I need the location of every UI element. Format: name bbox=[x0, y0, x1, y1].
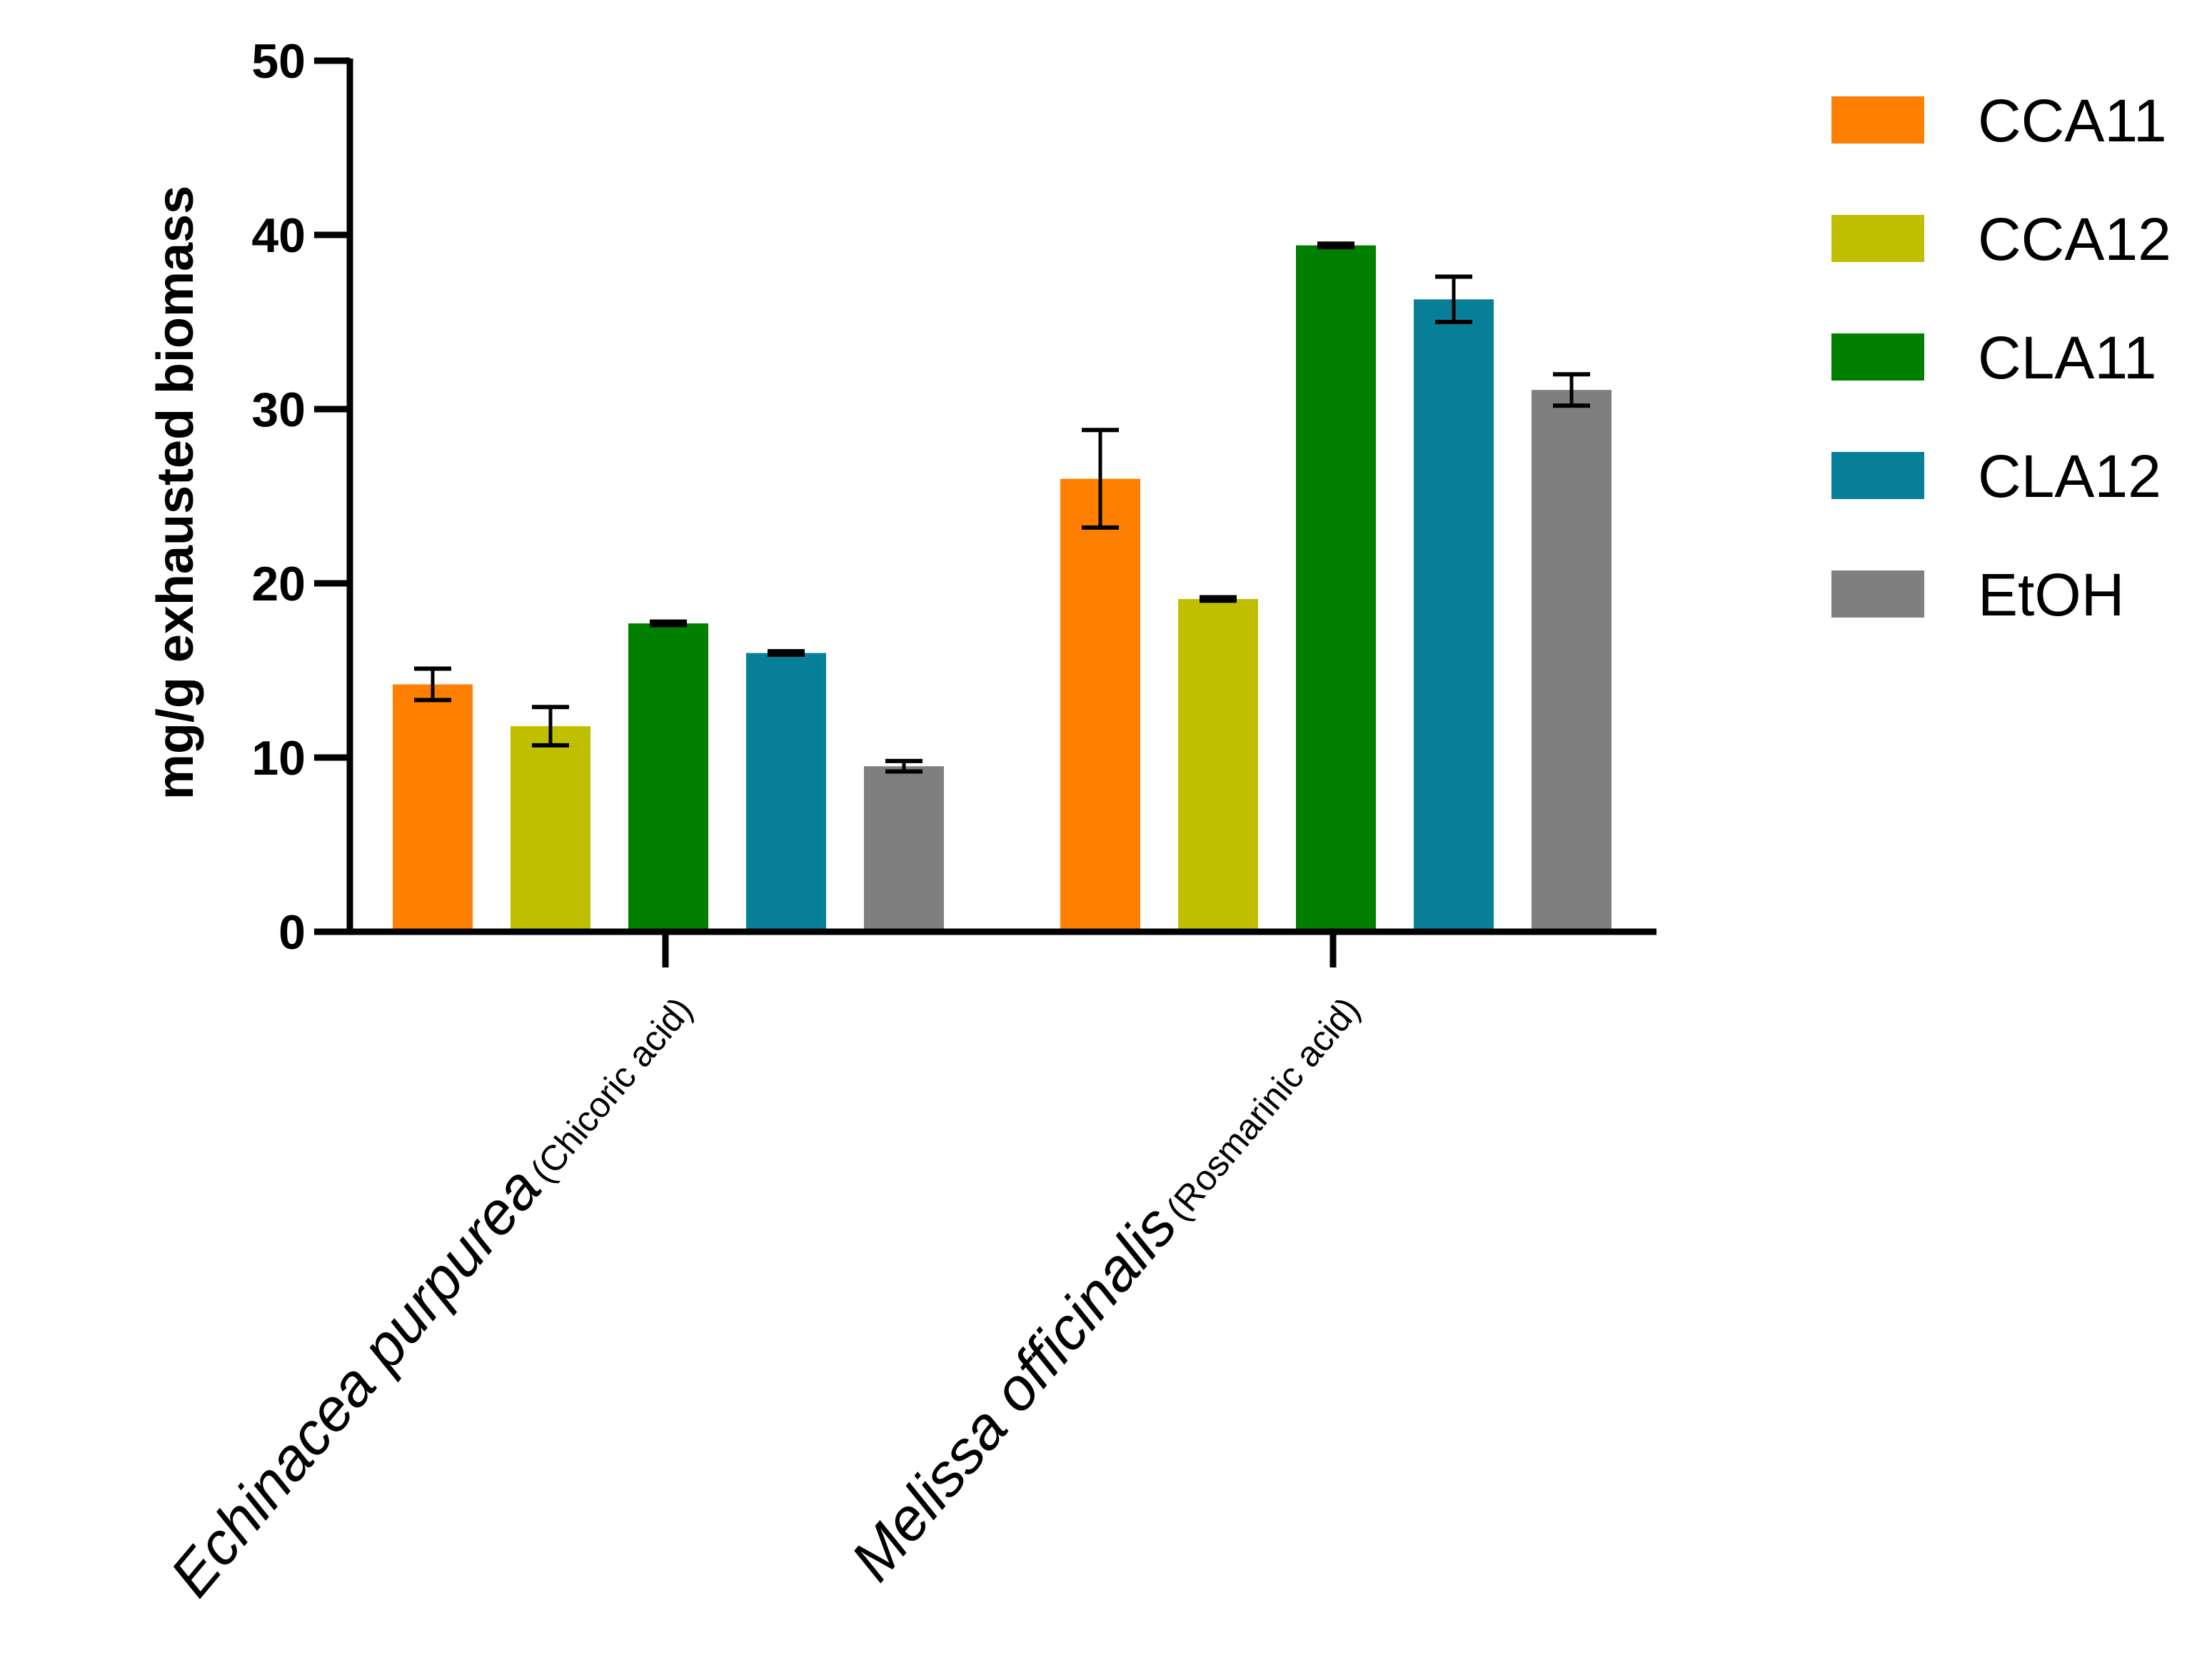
bar bbox=[628, 623, 708, 932]
bar bbox=[1178, 598, 1258, 932]
y-tick-label: 30 bbox=[251, 383, 306, 437]
x-tick-label: Melissa officinalis(Rosmarinic acid) bbox=[838, 975, 1372, 1593]
bar bbox=[1532, 390, 1612, 932]
bar bbox=[864, 766, 944, 932]
bar bbox=[511, 726, 590, 932]
legend-label: CCA12 bbox=[1978, 206, 2171, 273]
x-tick-label: Echinacea purpurea(Chicoric acid) bbox=[157, 975, 704, 1609]
legend-swatch bbox=[1831, 570, 1924, 618]
category-subtitle: (Chicoric acid) bbox=[523, 990, 700, 1190]
bar bbox=[1296, 245, 1376, 932]
bar bbox=[393, 684, 473, 932]
y-tick-label: 20 bbox=[251, 557, 306, 611]
legend-label: CLA11 bbox=[1978, 324, 2157, 391]
bar bbox=[1060, 478, 1140, 932]
y-tick-label: 10 bbox=[251, 731, 306, 785]
category-subtitle: (Rosmarinic acid) bbox=[1159, 990, 1368, 1228]
legend-label: CCA11 bbox=[1978, 87, 2167, 154]
y-axis-label: mg/g exhausted biomass bbox=[147, 186, 204, 800]
legend-swatch bbox=[1831, 96, 1924, 144]
category-name: Echinacea purpurea bbox=[157, 1155, 553, 1609]
bar bbox=[746, 653, 826, 932]
legend-swatch bbox=[1831, 215, 1924, 262]
legend-label: EtOH bbox=[1978, 561, 2124, 628]
bar bbox=[1414, 299, 1494, 932]
y-tick-label: 50 bbox=[251, 34, 306, 89]
legend-swatch bbox=[1831, 452, 1924, 499]
y-tick-label: 0 bbox=[278, 905, 306, 960]
category-name: Melissa officinalis bbox=[838, 1192, 1190, 1593]
y-tick-label: 40 bbox=[251, 208, 306, 263]
legend-swatch bbox=[1831, 333, 1924, 381]
legend-label: CLA12 bbox=[1978, 443, 2161, 510]
